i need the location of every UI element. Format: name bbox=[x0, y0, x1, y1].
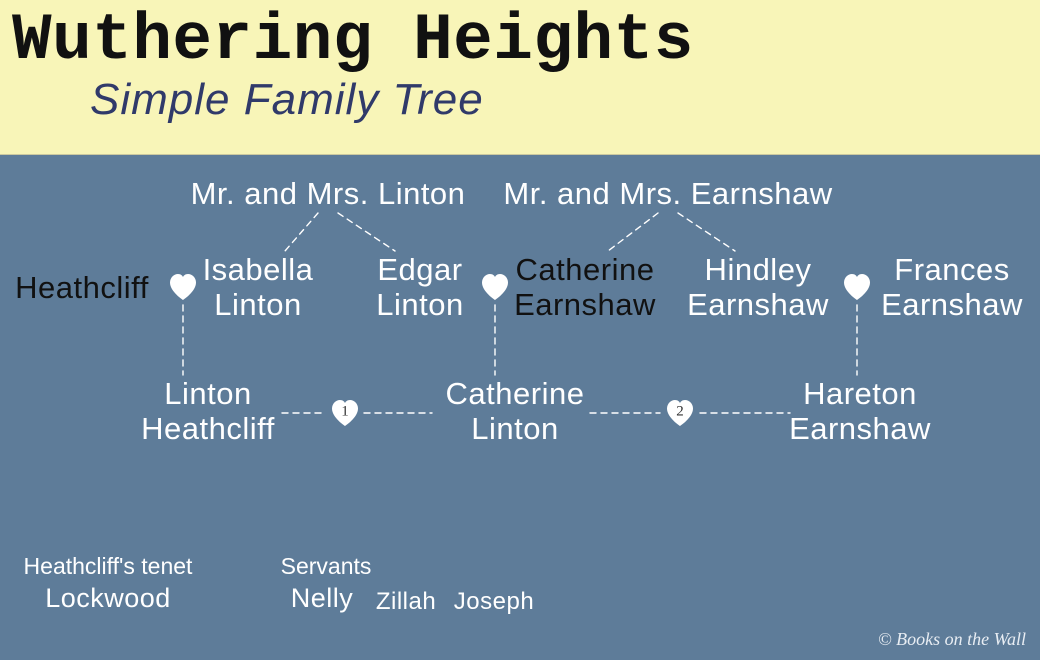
servant-zillah: Zillah bbox=[376, 589, 436, 616]
node-earnshaw-parents: Mr. and Mrs. Earnshaw bbox=[503, 177, 832, 212]
heart-icon-numbered: 2 bbox=[664, 397, 696, 429]
heart-icon bbox=[841, 271, 873, 303]
tenet-name: Lockwood bbox=[45, 583, 171, 613]
heart-number: 2 bbox=[676, 403, 684, 420]
servant-nelly: Nelly bbox=[291, 583, 354, 613]
heart-icon bbox=[167, 271, 199, 303]
page-subtitle: Simple Family Tree bbox=[90, 76, 1028, 124]
node-hindley: HindleyEarnshaw bbox=[687, 253, 829, 322]
heart-icon bbox=[479, 271, 511, 303]
page-title: Wuthering Heights bbox=[12, 8, 1028, 74]
node-edgar: EdgarLinton bbox=[376, 253, 463, 322]
node-catherine-linton: CatherineLinton bbox=[446, 377, 585, 446]
heart-icon-numbered: 1 bbox=[329, 397, 361, 429]
tree-canvas: Mr. and Mrs. Linton Mr. and Mrs. Earnsha… bbox=[0, 155, 1040, 660]
header: Wuthering Heights Simple Family Tree bbox=[0, 0, 1040, 155]
node-frances: FrancesEarnshaw bbox=[881, 253, 1023, 322]
tenet-label: Heathcliff's tenet bbox=[24, 553, 193, 580]
node-catherine-earnshaw: CatherineEarnshaw bbox=[514, 253, 656, 322]
node-heathcliff: Heathcliff bbox=[15, 271, 149, 306]
node-linton-parents: Mr. and Mrs. Linton bbox=[191, 177, 466, 212]
node-hareton: HaretonEarnshaw bbox=[789, 377, 931, 446]
servants-label: Servants bbox=[281, 553, 372, 580]
heart-number: 1 bbox=[341, 403, 349, 420]
servant-joseph: Joseph bbox=[454, 589, 534, 616]
credit-text: © Books on the Wall bbox=[878, 629, 1026, 650]
node-isabella: IsabellaLinton bbox=[203, 253, 314, 322]
node-linton-heathcliff: LintonHeathcliff bbox=[141, 377, 275, 446]
